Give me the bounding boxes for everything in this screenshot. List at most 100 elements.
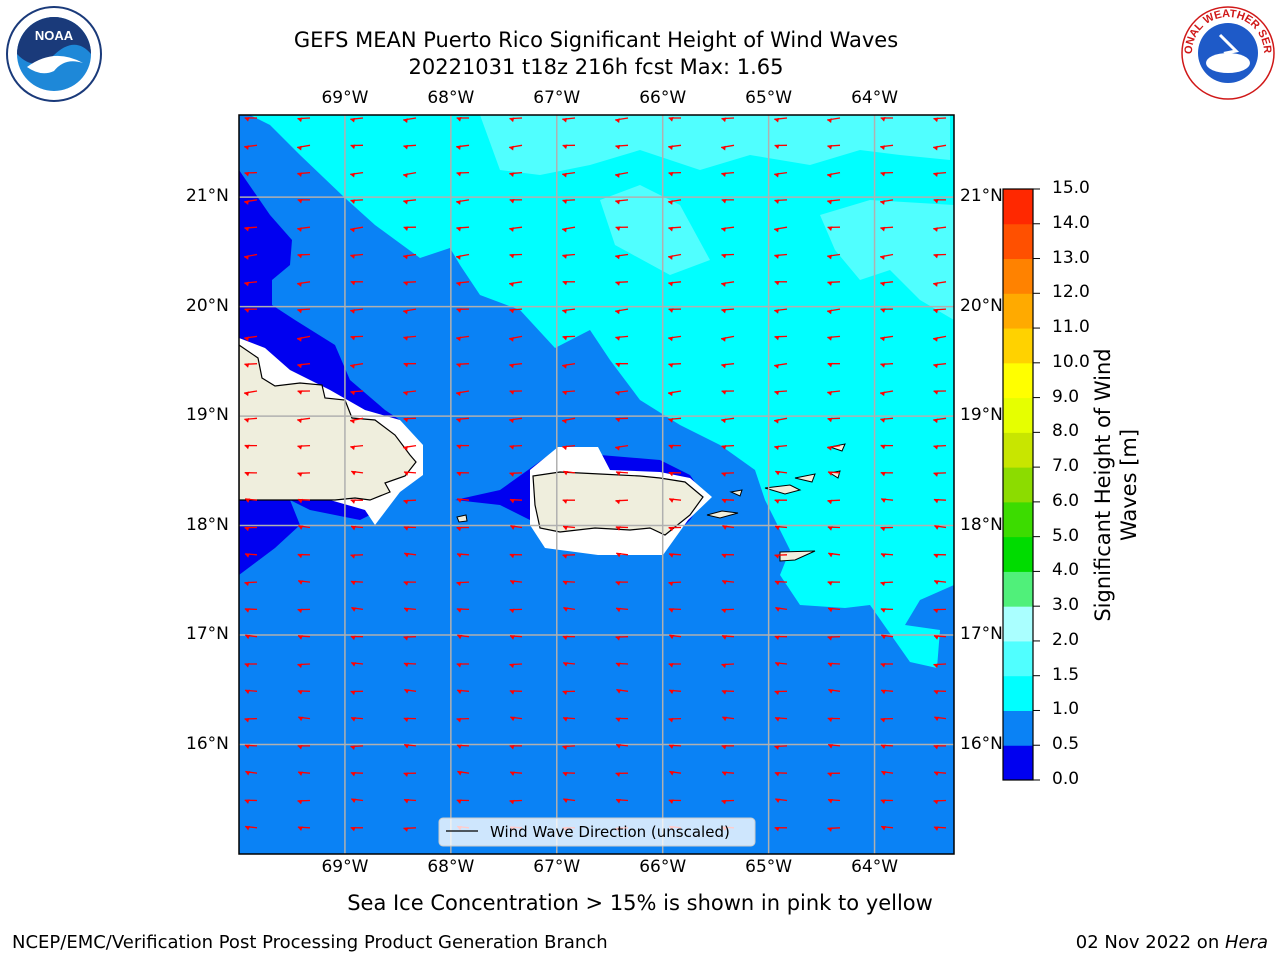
island	[779, 550, 816, 562]
wind-wave-arrow	[243, 253, 258, 260]
wind-wave-arrow	[668, 363, 682, 368]
wind-wave-arrow	[456, 608, 470, 613]
wind-wave-arrow	[721, 472, 735, 477]
wind-wave-arrow	[615, 144, 629, 150]
wind-wave-arrow	[403, 362, 417, 368]
wind-wave-arrow	[667, 253, 682, 260]
wind-wave-arrow	[933, 417, 947, 424]
wind-wave-arrow	[298, 716, 311, 722]
wind-wave-arrow	[456, 117, 470, 122]
colorbar-tick-label: 14.0	[1052, 212, 1090, 233]
lat-tick-label-left: 18°N	[186, 514, 229, 535]
wind-wave-arrow	[403, 581, 417, 586]
wind-wave-arrow	[827, 526, 841, 531]
wind-wave-arrow	[403, 226, 417, 231]
wind-wave-arrow	[244, 171, 258, 177]
wind-wave-arrow	[350, 117, 364, 123]
wind-wave-arrow	[297, 144, 311, 151]
wind-wave-arrow	[668, 581, 682, 587]
wind-wave-arrow	[880, 799, 894, 804]
wind-wave-arrow	[827, 636, 841, 641]
wind-wave-arrow	[616, 552, 629, 558]
wind-wave-arrow	[509, 253, 523, 259]
wind-wave-arrow	[563, 662, 576, 667]
wind-wave-arrow	[775, 798, 788, 804]
wind-wave-arrow	[297, 663, 311, 669]
wind-wave-arrow	[615, 335, 629, 341]
wind-wave-arrow	[403, 717, 417, 723]
wind-wave-arrow	[456, 417, 470, 423]
wind-wave-arrow	[509, 171, 523, 177]
lat-tick-label-left: 17°N	[186, 624, 229, 645]
wind-wave-arrow	[244, 471, 258, 477]
wind-wave-arrow	[616, 743, 629, 749]
map-frame	[238, 114, 955, 855]
wind-wave-arrow	[827, 417, 841, 423]
wind-wave-arrow	[933, 472, 947, 477]
wind-wave-arrow	[933, 198, 947, 204]
wind-wave-arrow	[456, 281, 470, 287]
wind-wave-arrow	[721, 663, 735, 669]
wind-wave-arrow	[615, 471, 629, 476]
wind-wave-arrow	[350, 171, 364, 178]
wind-wave-arrow	[881, 634, 894, 640]
lon-tick-label-bottom: 64°W	[851, 857, 899, 877]
wind-wave-arrow	[509, 444, 523, 450]
wind-wave-arrow	[403, 281, 417, 286]
wind-wave-arrow	[403, 117, 417, 124]
wind-wave-arrow	[721, 171, 735, 177]
wind-wave-arrow	[827, 390, 841, 396]
wind-wave-arrow	[615, 253, 629, 260]
wind-wave-arrow	[880, 608, 894, 613]
wind-wave-arrow	[720, 335, 735, 342]
wind-wave-arrow	[933, 635, 947, 640]
footer-left: NCEP/EMC/Verification Post Processing Pr…	[12, 932, 608, 953]
wind-wave-arrow	[350, 580, 364, 586]
wind-wave-arrow	[721, 553, 735, 559]
colorbar-tick-label: 6.0	[1052, 490, 1080, 511]
wind-wave-arrow	[933, 226, 947, 232]
wind-wave-arrow	[615, 772, 629, 777]
wind-wave-arrow	[826, 171, 841, 178]
wind-wave-arrow	[456, 744, 470, 750]
wind-wave-arrow	[668, 608, 682, 613]
wind-wave-arrow	[562, 144, 576, 150]
wind-wave-arrow	[562, 499, 576, 504]
wind-wave-arrow	[245, 770, 258, 776]
wind-wave-arrow	[721, 117, 735, 123]
island	[706, 510, 739, 519]
wind-wave-arrow	[245, 825, 258, 831]
wind-wave-arrow	[403, 607, 417, 613]
wind-wave-arrow	[721, 198, 735, 204]
wind-wave-arrow	[934, 525, 947, 530]
wind-wave-arrow	[668, 281, 682, 287]
wind-wave-arrow	[668, 471, 682, 477]
colorbar-tick-label: 1.5	[1052, 664, 1080, 685]
wind-wave-arrow	[668, 171, 682, 177]
wind-wave-arrow	[880, 144, 894, 151]
wind-wave-arrow	[350, 745, 364, 750]
wind-wave-arrow	[721, 744, 735, 750]
wind-wave-arrow	[456, 199, 470, 205]
wind-wave-arrow	[403, 390, 417, 396]
wind-wave-arrow	[721, 308, 735, 314]
wind-wave-arrow	[509, 363, 523, 369]
wind-wave-arrow	[933, 281, 947, 287]
wind-wave-arrow	[933, 826, 947, 831]
colorbar-tick-label: 3.0	[1052, 595, 1080, 616]
wind-wave-arrow	[404, 688, 417, 694]
wind-wave-arrow	[456, 663, 470, 668]
wind-wave-arrow	[668, 390, 682, 397]
wind-wave-arrow	[297, 635, 311, 640]
wind-wave-arrow	[880, 199, 894, 205]
wind-wave-arrow	[244, 417, 258, 423]
lat-tick-label-right: 16°N	[960, 733, 1003, 754]
wind-wave-arrow	[933, 608, 947, 614]
lon-tick-label-top: 68°W	[427, 88, 475, 108]
colorbar-segment	[1003, 467, 1033, 503]
wind-wave-arrow	[827, 717, 841, 723]
wind-wave-arrow	[933, 144, 947, 151]
wind-wave-arrow	[351, 798, 364, 804]
wind-wave-arrow	[933, 498, 947, 504]
